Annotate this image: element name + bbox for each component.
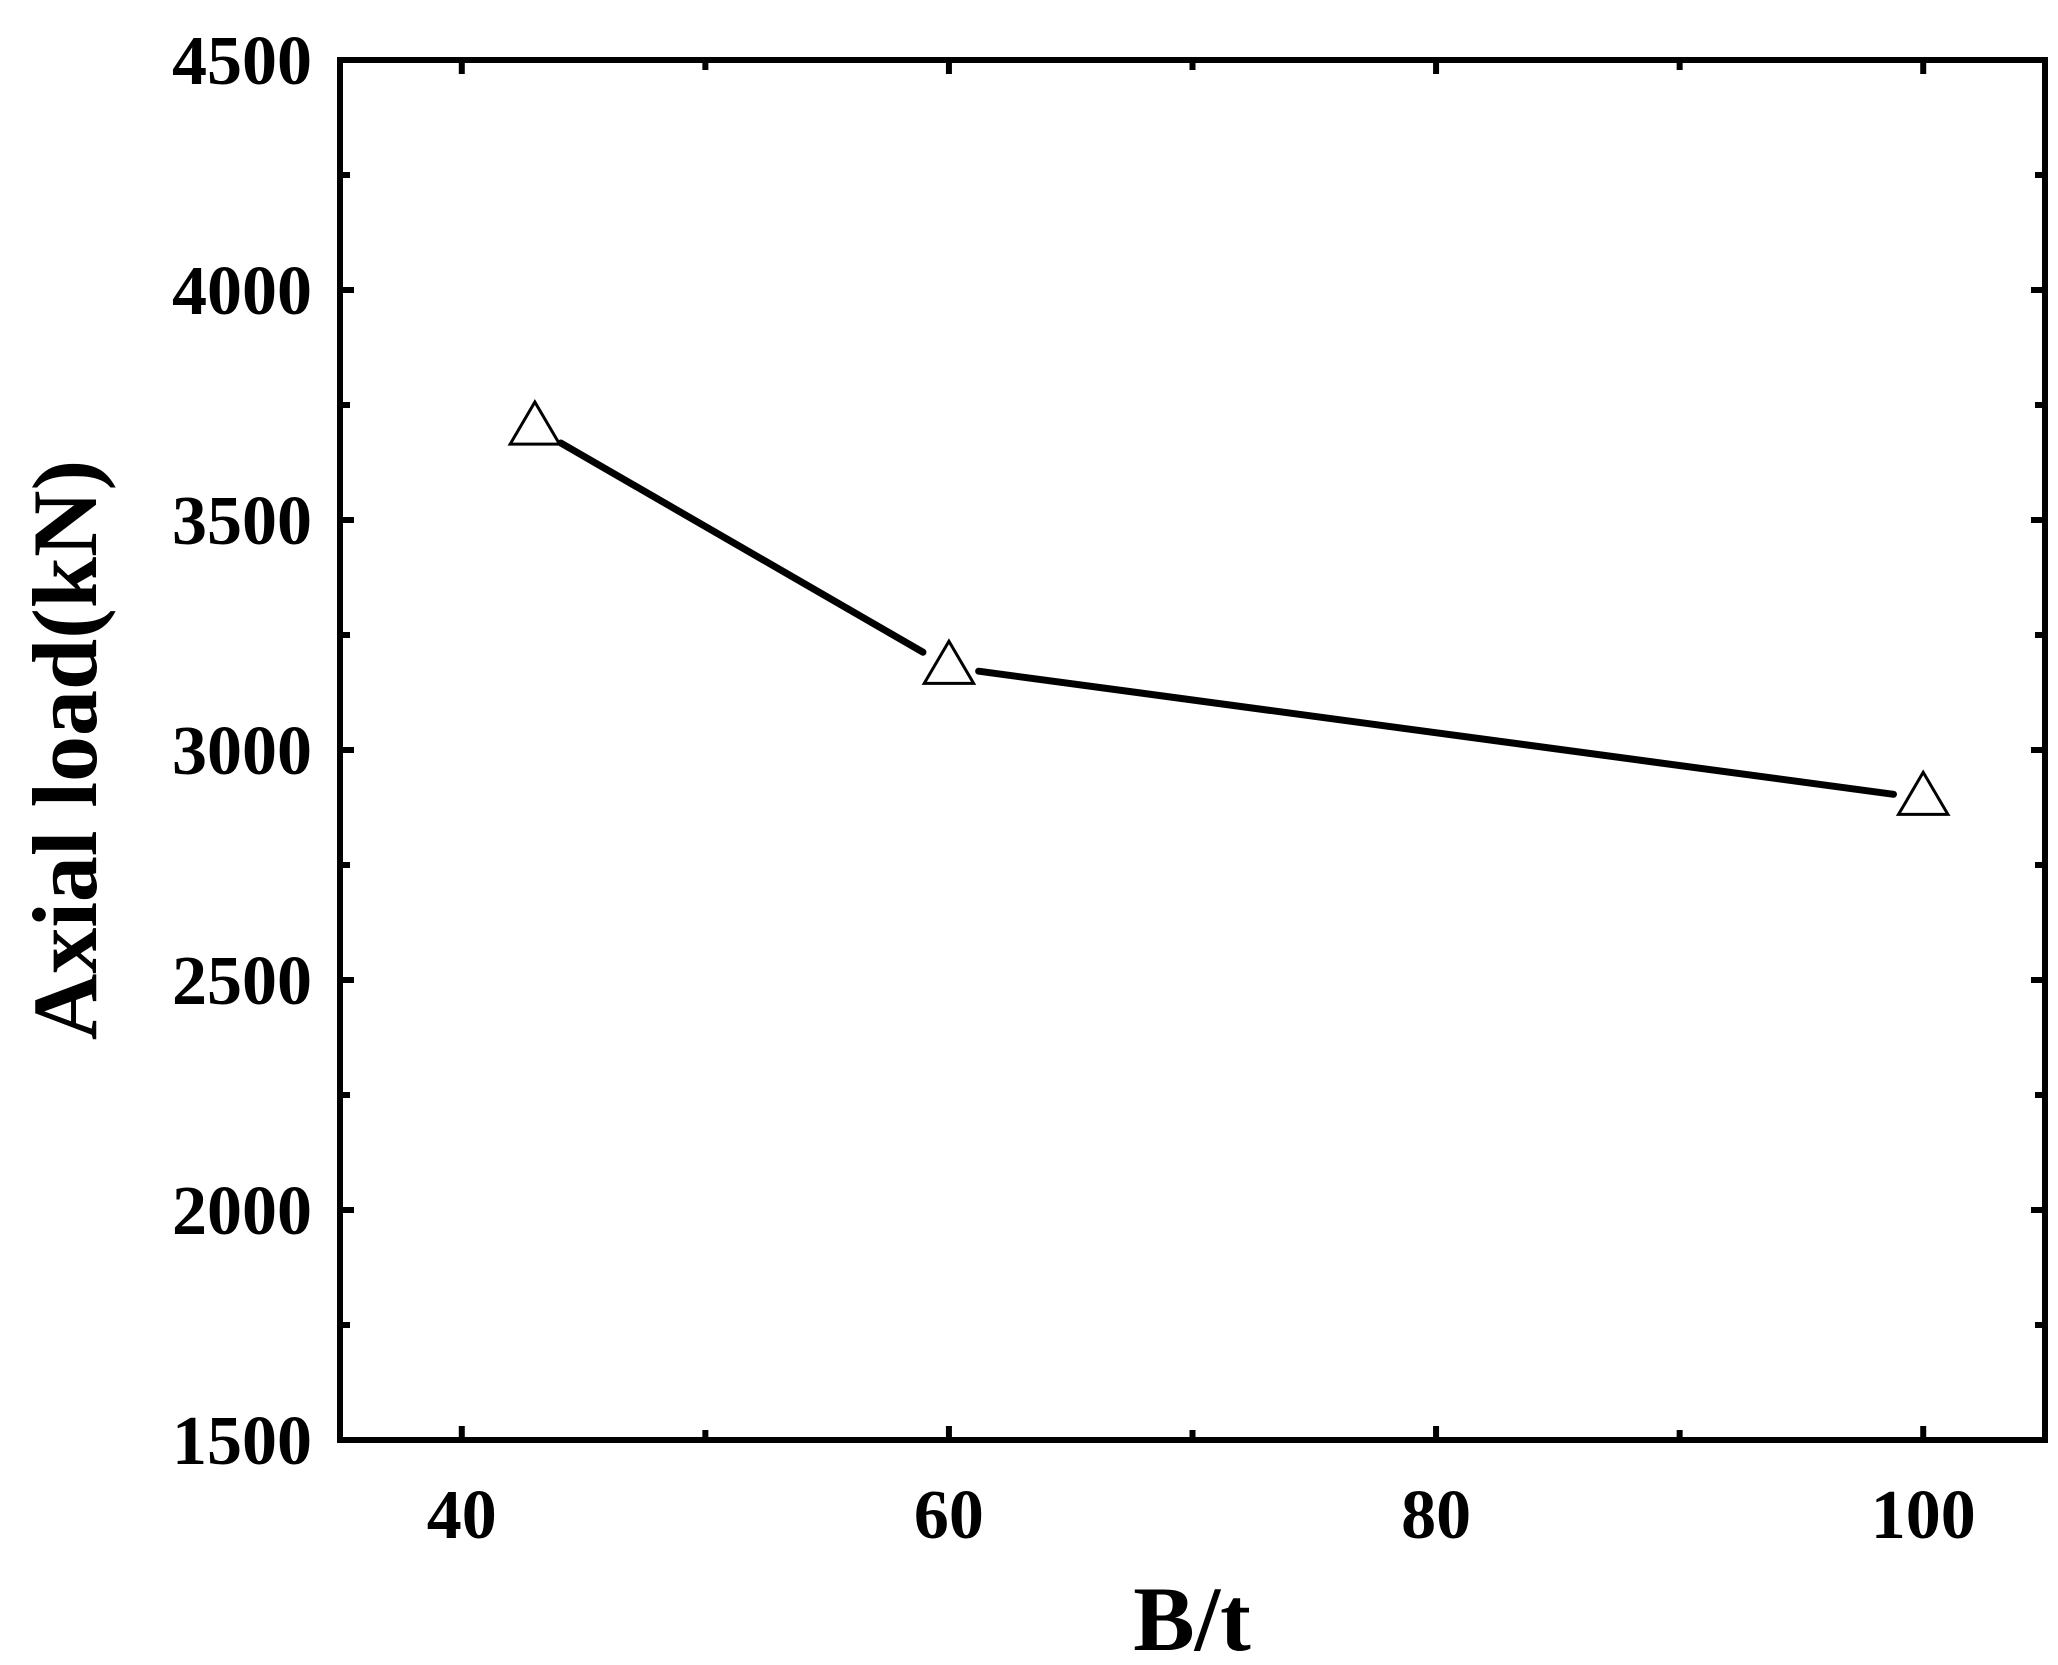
- y-tick-label: 4500: [172, 23, 312, 100]
- y-tick-label: 3000: [172, 713, 312, 790]
- y-tick-label: 3500: [172, 483, 312, 560]
- x-axis-title: B/t: [1133, 1568, 1251, 1665]
- y-tick-label: 4000: [172, 253, 312, 330]
- y-tick-labels: 1500 2000 2500 3000 3500 4000 4500: [172, 23, 312, 1480]
- data-point-triangle: [1895, 769, 1951, 816]
- y-axis-title: Axial load(kN): [14, 460, 116, 1040]
- x-tick-label: 60: [914, 1477, 984, 1554]
- series-line-segment: [975, 667, 1897, 798]
- plot-frame: [337, 57, 2048, 1443]
- y-tick-label: 2000: [172, 1173, 312, 1250]
- y-tick-label: 2500: [172, 943, 312, 1020]
- marker-layer: [507, 399, 1951, 816]
- data-point-triangle: [507, 399, 563, 446]
- x-tick-labels: 40 60 80 100: [427, 1477, 1976, 1554]
- series-layer: [557, 439, 1897, 798]
- axis-ticks: [340, 57, 2045, 1443]
- x-tick-label: 100: [1871, 1477, 1976, 1554]
- series-line-segment: [557, 439, 927, 656]
- x-tick-label: 80: [1401, 1477, 1471, 1554]
- data-point-triangle: [921, 638, 977, 685]
- x-tick-label: 40: [427, 1477, 497, 1554]
- y-tick-label: 1500: [172, 1403, 312, 1480]
